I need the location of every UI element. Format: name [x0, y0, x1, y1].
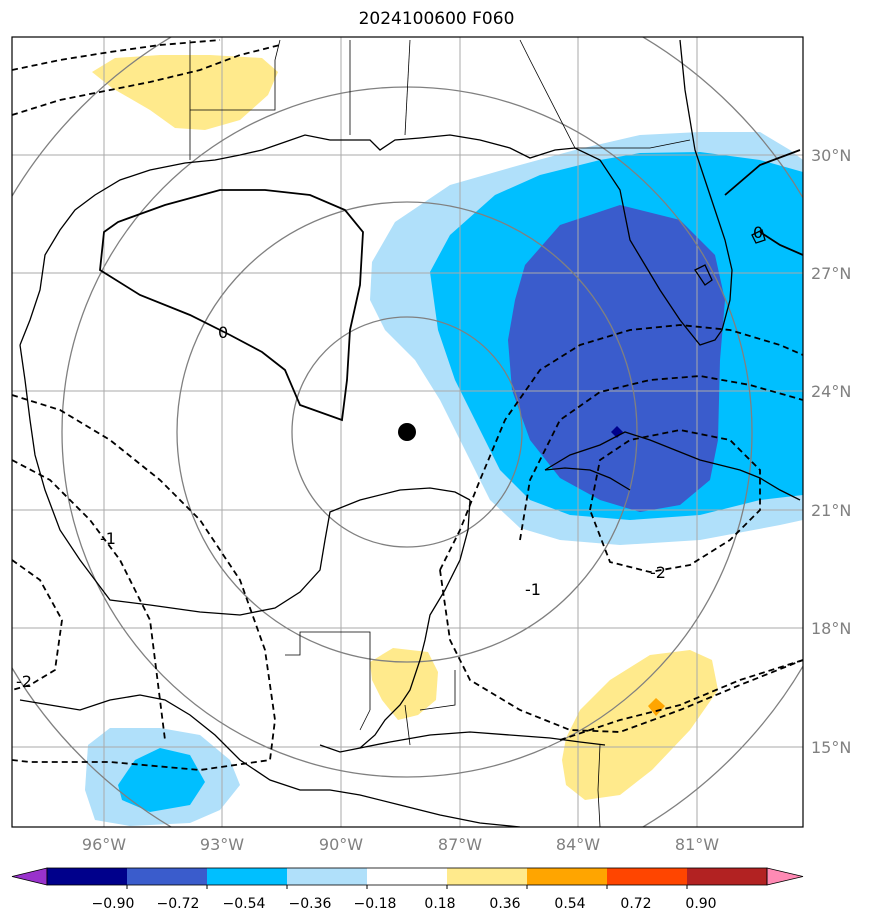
yellow-region-honduras — [562, 650, 718, 800]
neg-contour-east-bottom — [559, 659, 803, 741]
colorbar-tick-label: 0.72 — [620, 896, 651, 912]
colorbar-segment — [207, 868, 287, 885]
colorbar-segment — [527, 868, 607, 885]
colorbar-segment — [47, 868, 127, 885]
lat-label: 21°N — [811, 501, 851, 520]
lon-label: 90°W — [319, 835, 363, 854]
map-title: 2024100600 F060 — [358, 9, 515, 29]
colorbar-segment — [607, 868, 687, 885]
colorbar-tick-label: 0.36 — [489, 896, 520, 912]
neg-contour-top — [12, 39, 281, 116]
lat-label: 15°N — [811, 738, 851, 757]
colorbar-segment — [367, 868, 447, 885]
colorbar-extend-high — [766, 867, 804, 886]
orange-spot — [648, 698, 665, 716]
range-rings — [12, 37, 803, 827]
neg2-contour — [589, 429, 761, 573]
lon-label: 93°W — [200, 835, 244, 854]
graticule — [12, 37, 803, 827]
lon-label: 96°W — [82, 835, 126, 854]
neg1-contour — [439, 324, 803, 571]
colorbar — [11, 867, 804, 889]
coastlines — [19, 39, 801, 827]
lat-label: 30°N — [811, 146, 851, 165]
colorbar-tick-label: 0.90 — [685, 896, 716, 912]
colorbar-tick-label: −0.36 — [289, 896, 332, 912]
neg1-contour-west — [12, 394, 276, 771]
neg1-contour-inner — [519, 375, 803, 541]
lon-label: 84°W — [556, 835, 600, 854]
colorbar-segment — [287, 868, 367, 885]
contour-label: 0 — [753, 223, 763, 242]
storm-center-marker — [398, 423, 416, 441]
colorbar-tick-label: −0.18 — [354, 896, 397, 912]
lon-label: 87°W — [438, 835, 482, 854]
colorbar-segment — [687, 868, 767, 885]
lat-label: 24°N — [811, 382, 851, 401]
yellow-region-belize — [370, 648, 438, 720]
colorbar-tick-label: 0.18 — [424, 896, 455, 912]
colorbar-segment — [127, 868, 207, 885]
neg2-contour-west — [12, 559, 63, 691]
neg1-contour-south — [439, 569, 803, 733]
colorbar-extend-low — [11, 867, 48, 886]
contour-label: -2 — [650, 563, 666, 582]
contours — [12, 39, 803, 771]
mid-blue-region-southwest — [118, 748, 205, 812]
zero-contour-east — [724, 149, 803, 256]
colorbar-segment — [447, 868, 527, 885]
contour-label: -2 — [16, 672, 32, 691]
map-frame — [11, 36, 804, 828]
map-area[interactable]: 0 0 -1 -1 -2 -2 — [0, 0, 867, 892]
longitude-labels: 96°W 93°W 90°W 87°W 84°W 81°W — [82, 835, 719, 854]
latitude-labels: 30°N 27°N 24°N 21°N 18°N 15°N — [811, 146, 851, 757]
zero-contour-west — [99, 189, 364, 422]
colorbar-tick-label: 0.54 — [554, 896, 585, 912]
lat-label: 27°N — [811, 264, 851, 283]
dark-blue-region-east — [508, 205, 725, 512]
borders — [189, 39, 691, 827]
lon-label: 81°W — [675, 835, 719, 854]
colorbar-tick-label: −0.72 — [157, 896, 200, 912]
colorbar-tick-label: −0.54 — [223, 896, 266, 912]
contour-label: -1 — [525, 580, 541, 599]
contour-labels: 0 0 -1 -1 -2 -2 — [16, 223, 763, 691]
colorbar-ticks: −0.90 −0.72 −0.54 −0.36 −0.18 0.18 0.36 … — [92, 896, 717, 912]
colorbar-frame — [46, 867, 768, 886]
colorbar-tick-label: −0.90 — [92, 896, 135, 912]
lat-label: 18°N — [811, 619, 851, 638]
yellow-region-north — [92, 55, 278, 130]
neg1-contour-far-west — [12, 459, 166, 741]
contour-label: 0 — [218, 323, 228, 342]
contour-label: -1 — [100, 529, 116, 548]
